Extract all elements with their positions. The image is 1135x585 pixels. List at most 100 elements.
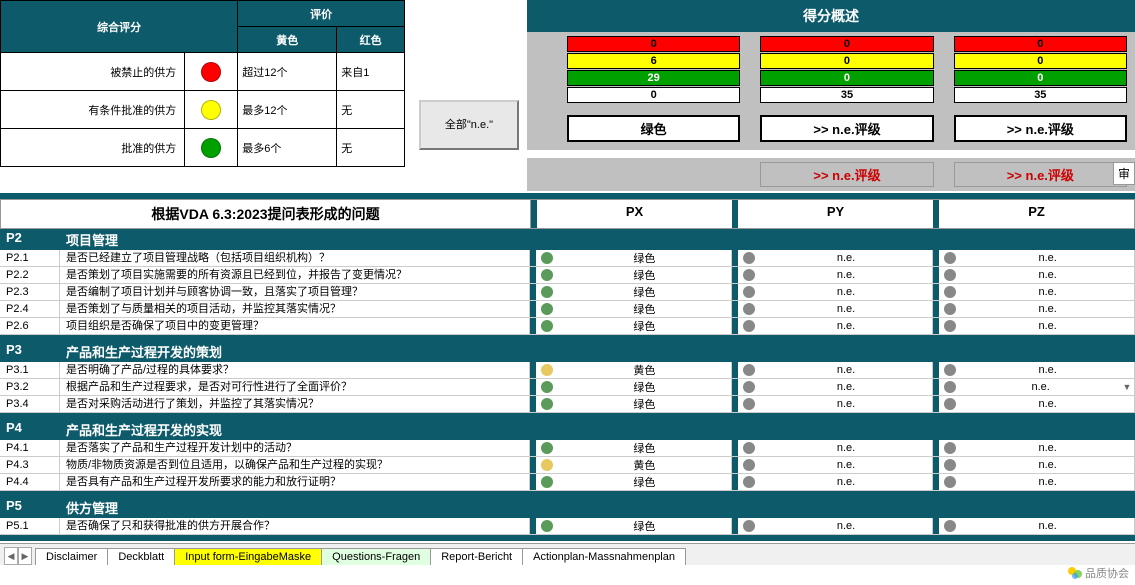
status-dot [944, 398, 956, 410]
question-id: P4.1 [0, 440, 60, 456]
rating-text: n.e. [760, 520, 933, 532]
rating-cell-px[interactable]: 黄色 [530, 457, 732, 473]
rating-cell-pz[interactable]: n.e. [933, 267, 1135, 283]
rating-cell-pz[interactable]: n.e.▼ [933, 379, 1135, 395]
rating-cell-pz[interactable]: n.e. [933, 457, 1135, 473]
sheet-tab[interactable]: Actionplan-Massnahmenplan [522, 548, 686, 565]
rating-cell-pz[interactable]: n.e. [933, 362, 1135, 378]
question-text: 是否策划了与质量相关的项目活动，并监控其落实情况？ [60, 301, 530, 317]
rating-cell-py[interactable]: n.e. [732, 440, 934, 456]
question-text: 是否具有产品和生产过程开发所要求的能力和放行证明？ [60, 474, 530, 490]
rating-cell-py[interactable]: n.e. [732, 379, 934, 395]
rating-cell-px[interactable]: 绿色 [530, 318, 732, 334]
rating-text: 绿色 [558, 301, 731, 317]
status-dot [944, 252, 956, 264]
rating-cell-px[interactable]: 绿色 [530, 284, 732, 300]
rating-cell-py[interactable]: n.e. [732, 457, 934, 473]
rating-text: n.e. [760, 286, 933, 298]
status-dot [541, 381, 553, 393]
rating-cell-py[interactable]: n.e. [732, 362, 934, 378]
question-id: P5.1 [0, 518, 60, 534]
rating-text: n.e. [961, 364, 1134, 376]
question-id: P4.4 [0, 474, 60, 490]
rating-cell-pz[interactable]: n.e. [933, 284, 1135, 300]
rating-text: 绿色 [558, 318, 731, 334]
rating-text: 黄色 [558, 362, 731, 378]
status-dot [541, 520, 553, 532]
rating-cell-pz[interactable]: n.e. [933, 474, 1135, 490]
tab-nav-first[interactable]: ◀ [4, 547, 18, 565]
tab-nav[interactable]: ◀ ▶ [0, 547, 36, 565]
rating-cell-pz[interactable]: n.e. [933, 440, 1135, 456]
rating-text: n.e. [961, 442, 1134, 454]
rating-text: n.e. [961, 476, 1134, 488]
rating-text: n.e. [760, 320, 933, 332]
rating-cell-py[interactable]: n.e. [732, 518, 934, 534]
question-id: P3.4 [0, 396, 60, 412]
rating-text: n.e. [760, 398, 933, 410]
rating-cell-py[interactable]: n.e. [732, 267, 934, 283]
question-id: P2.2 [0, 267, 60, 283]
score-cell: 0 [567, 36, 740, 52]
legend-row-red: 来自1 [337, 53, 405, 91]
tab-nav-last[interactable]: ▶ [18, 547, 32, 565]
question-id: P4.3 [0, 457, 60, 473]
rating-cell-px[interactable]: 绿色 [530, 474, 732, 490]
rating-cell-px[interactable]: 绿色 [530, 396, 732, 412]
rating-cell-pz[interactable]: n.e. [933, 301, 1135, 317]
question-row: P5.1 是否确保了只和获得批准的供方开展合作？ 绿色 n.e. n.e. [0, 518, 1135, 535]
rating-cell-px[interactable]: 绿色 [530, 518, 732, 534]
rating-cell-py[interactable]: n.e. [732, 396, 934, 412]
rating-cell-px[interactable]: 黄色 [530, 362, 732, 378]
rating-text: n.e. [760, 303, 933, 315]
score-cell: 6 [567, 53, 740, 69]
rating-text: n.e. [961, 459, 1134, 471]
status-dot [944, 364, 956, 376]
rating-text: n.e. [961, 252, 1134, 264]
status-dot [541, 459, 553, 471]
rating-cell-px[interactable]: 绿色 [530, 301, 732, 317]
rating-cell-pz[interactable]: n.e. [933, 396, 1135, 412]
rating-text: n.e. [961, 303, 1134, 315]
grid-title: 根据VDA 6.3:2023提问表形成的问题 [1, 200, 531, 228]
sheet-tab[interactable]: Deckblatt [107, 548, 175, 565]
question-id: P3.1 [0, 362, 60, 378]
rating-cell-py[interactable]: n.e. [732, 474, 934, 490]
question-text: 是否策划了项目实施需要的所有资源且已经到位，并报告了变更情况？ [60, 267, 530, 283]
status-dot [743, 476, 755, 488]
rating-text: 绿色 [558, 440, 731, 456]
status-dot [541, 303, 553, 315]
sheet-tab[interactable]: Input form-EingabeMaske [174, 548, 322, 565]
sheet-tab[interactable]: Report-Bericht [430, 548, 523, 565]
rating-cell-px[interactable]: 绿色 [530, 250, 732, 266]
sheet-tab[interactable]: Disclaimer [35, 548, 108, 565]
rating-cell-pz[interactable]: n.e. [933, 318, 1135, 334]
rating-cell-pz[interactable]: n.e. [933, 518, 1135, 534]
status-dot [541, 320, 553, 332]
legend-row-red: 无 [337, 91, 405, 129]
rating-cell-py[interactable]: n.e. [732, 284, 934, 300]
rating-cell-px[interactable]: 绿色 [530, 440, 732, 456]
watermark: 品质协会 [1067, 565, 1129, 581]
score-cell: 0 [760, 53, 933, 69]
legend-row-label: 被禁止的供方 [1, 53, 185, 91]
sheet-tab[interactable]: Questions-Fragen [321, 548, 431, 565]
dropdown-icon[interactable]: ▼ [1120, 382, 1134, 392]
status-dot [743, 398, 755, 410]
rating-text: 绿色 [558, 284, 731, 300]
status-dot [944, 520, 956, 532]
rating-cell-px[interactable]: 绿色 [530, 267, 732, 283]
rating-cell-py[interactable]: n.e. [732, 250, 934, 266]
rating-text: 绿色 [558, 250, 731, 266]
rating-text: 绿色 [558, 474, 731, 490]
question-text: 是否编制了项目计划并与顾客协调一致，且落实了项目管理？ [60, 284, 530, 300]
rating-cell-py[interactable]: n.e. [732, 318, 934, 334]
rating-text: 绿色 [558, 518, 731, 534]
legend-row-dot [185, 129, 238, 167]
rating-cell-py[interactable]: n.e. [732, 301, 934, 317]
rating-cell-pz[interactable]: n.e. [933, 250, 1135, 266]
rating-text: n.e. [961, 320, 1134, 332]
all-ne-button[interactable]: 全部"n.e." [419, 100, 519, 150]
rating-cell-px[interactable]: 绿色 [530, 379, 732, 395]
question-row: P3.4 是否对采购活动进行了策划，并监控了其落实情况？ 绿色 n.e. n.e… [0, 396, 1135, 413]
